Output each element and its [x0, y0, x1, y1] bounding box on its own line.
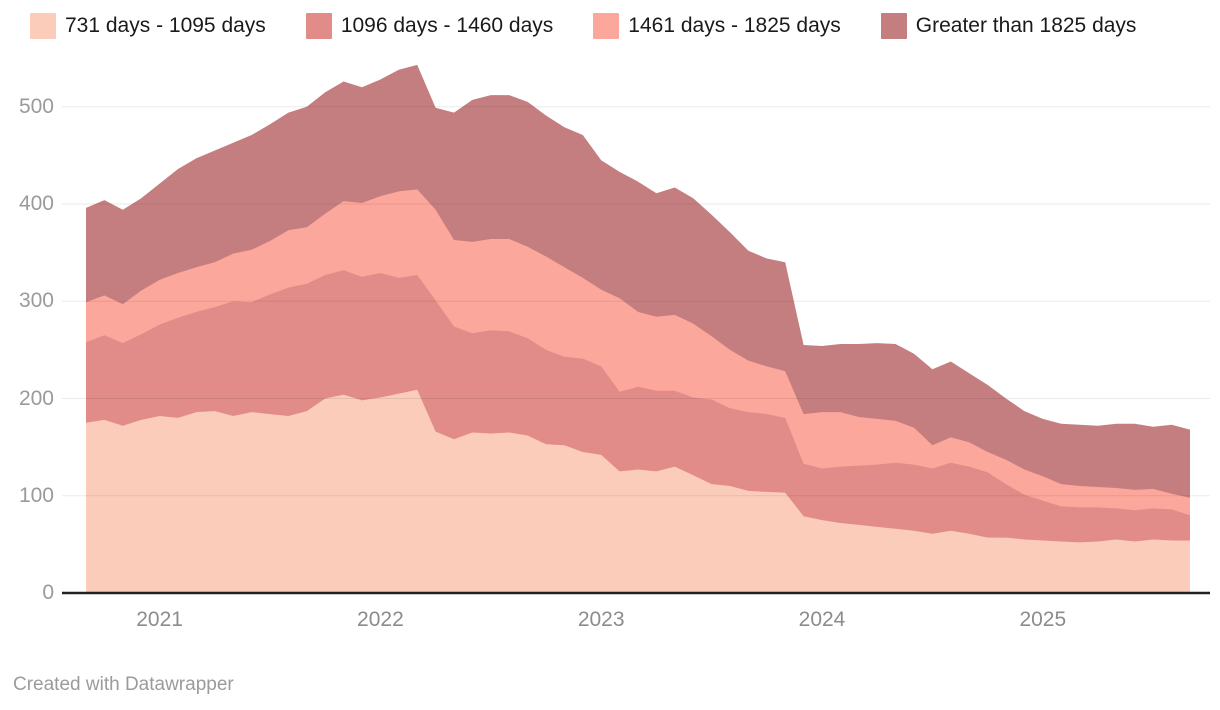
legend-item-label: 1096 days - 1460 days	[340, 14, 554, 37]
legend-swatch	[30, 13, 56, 39]
y-axis-tick-label: 500	[18, 94, 54, 118]
y-axis-tick-label: 0	[42, 581, 54, 604]
legend-item-label: 731 days - 1095 days	[65, 14, 266, 37]
y-axis-tick-label: 200	[18, 386, 54, 410]
legend-item: 1461 days - 1825 days	[593, 13, 841, 39]
footer-credit: Created with Datawrapper	[13, 674, 234, 695]
legend-swatch	[593, 13, 620, 39]
series-area-0	[86, 389, 1190, 593]
legend-swatch	[305, 13, 332, 39]
x-axis-tick-label: 2022	[357, 608, 404, 631]
legend-item: 1096 days - 1460 days	[305, 13, 554, 39]
legend-item-label: 1461 days - 1825 days	[628, 14, 841, 37]
y-axis-tick-label: 100	[18, 483, 54, 507]
y-axis-tick-label: 300	[18, 289, 54, 313]
x-axis-tick-label: 2021	[136, 608, 183, 631]
legend-item-label: Greater than 1825 days	[915, 14, 1137, 37]
legend-item: Greater than 1825 days	[880, 13, 1137, 39]
y-axis-tick-label: 400	[18, 192, 54, 215]
x-axis-tick-label: 2024	[798, 608, 846, 631]
x-axis-tick-label: 2025	[1019, 608, 1067, 631]
legend-item: 731 days - 1095 days	[30, 13, 266, 39]
x-axis-tick-label: 2023	[577, 608, 625, 631]
legend: 731 days - 1095 days 1096 days - 1460 day…	[30, 13, 1136, 39]
legend-swatch	[880, 13, 907, 39]
